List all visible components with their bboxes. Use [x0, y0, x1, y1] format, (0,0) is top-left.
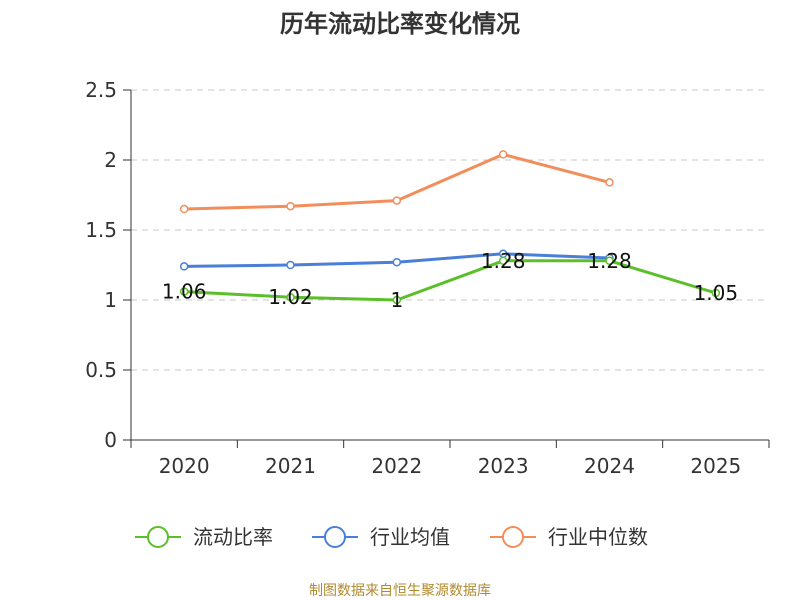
data-label-2025: 1.05 [694, 281, 739, 305]
series-1-point-2020 [179, 262, 189, 271]
data-label-2024: 1.28 [587, 249, 632, 273]
series-2-point-2022 [392, 196, 402, 205]
legend-item-1[interactable]: 行业均值 [312, 525, 450, 549]
data-labels: 1.06 1.02 1 1.28 1.28 1.05 [162, 249, 738, 312]
legend-marker-1 [324, 526, 346, 548]
x-tick-label-2021: 2021 [265, 454, 316, 478]
legend-label-1: 行业均值 [370, 525, 450, 549]
series-0-point-2023 [498, 256, 508, 266]
legend-label-2: 行业中位数 [548, 525, 648, 549]
y-tick-label-0: 0 [104, 428, 117, 452]
legend-item-0[interactable]: 流动比率 [135, 525, 273, 549]
legend-marker-2 [502, 526, 524, 548]
y-tick-label-5: 2.5 [85, 78, 117, 102]
series-2-point-2020 [179, 204, 189, 214]
data-label-2022: 1 [390, 288, 403, 312]
series-line-0 [184, 259, 717, 302]
legend-item-2[interactable]: 行业中位数 [490, 525, 648, 549]
y-tick-label-3: 1.5 [85, 218, 117, 242]
y-tick-label-1: 0.5 [85, 358, 117, 382]
x-tick-label-2020: 2020 [159, 454, 210, 478]
data-label-2020: 1.06 [162, 280, 207, 304]
x-tick-label-2022: 2022 [371, 454, 422, 478]
series-0-point-2022 [392, 295, 402, 305]
x-tick-label-2025: 2025 [690, 454, 741, 478]
series-1-point-2022 [392, 257, 402, 267]
series-1-point-2021 [286, 260, 295, 270]
x-tick-label-2024: 2024 [584, 454, 635, 478]
axes: 0 0.5 1 1.5 2 2.5 2020 2021 2022 2023 2024 2025 [85, 78, 770, 478]
series-0-point-2020 [179, 287, 189, 296]
data-label-2021: 1.02 [268, 285, 313, 309]
legend-marker-0 [147, 526, 169, 548]
series-0-point-2021 [286, 292, 295, 302]
legend-label-0: 流动比率 [193, 525, 273, 549]
series-2-point-2024 [605, 178, 614, 187]
series-2-point-2021 [286, 201, 295, 211]
legend[interactable]: 流动比率 行业均值 行业中位数 [135, 525, 648, 549]
y-tick-label-2: 1 [104, 288, 117, 312]
series-0-point-2025 [711, 288, 721, 298]
series-layer [179, 150, 721, 305]
x-tick-label-2023: 2023 [478, 454, 529, 478]
data-label-2023: 1.28 [481, 249, 526, 273]
y-tick-label-4: 2 [104, 148, 117, 172]
gridlines [131, 89, 769, 371]
series-0-point-2024 [605, 256, 614, 266]
chart-title: 历年流动比率变化情况 [280, 10, 520, 38]
source-note: 制图数据来自恒生聚源数据库 [309, 583, 491, 599]
series-2-point-2023 [498, 150, 508, 159]
